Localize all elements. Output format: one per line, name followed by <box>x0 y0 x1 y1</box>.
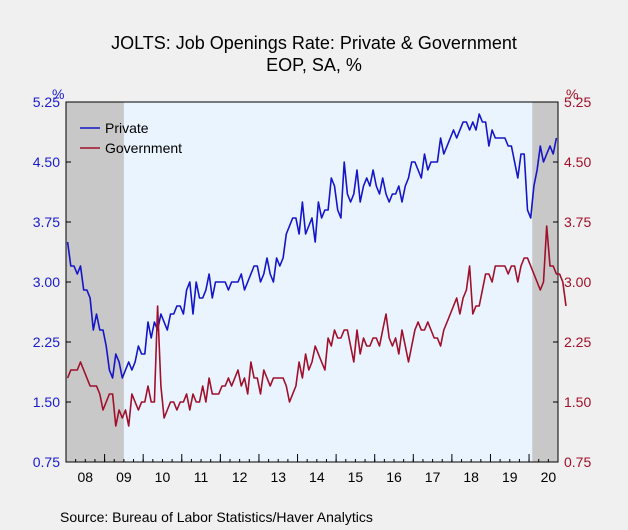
ytick-label-right: 1.50 <box>564 394 591 410</box>
ytick-label-right: 0.75 <box>564 454 591 470</box>
xtick-label: 13 <box>270 469 286 485</box>
xtick-label: 19 <box>502 469 518 485</box>
ytick-label-left: 0.75 <box>33 454 60 470</box>
ytick-label-right: 3.75 <box>564 214 591 230</box>
xtick-label: 11 <box>194 469 209 485</box>
xtick-label: 15 <box>348 469 364 485</box>
ytick-label-left: 5.25 <box>33 94 60 110</box>
ytick-label-left: 3.00 <box>33 274 60 290</box>
xtick-label: 12 <box>232 469 248 485</box>
xtick-label: 17 <box>425 469 441 485</box>
ytick-label-left: 3.75 <box>33 214 60 230</box>
source-note: Source: Bureau of Labor Statistics/Haver… <box>60 509 373 525</box>
chart-title: JOLTS: Job Openings Rate: Private & Gove… <box>111 33 517 53</box>
chart-subtitle: EOP, SA, % <box>266 55 362 75</box>
xtick-label: 08 <box>78 469 94 485</box>
ytick-label-left: 2.25 <box>33 334 60 350</box>
legend-label-private: Private <box>105 120 149 136</box>
xtick-label: 10 <box>155 469 171 485</box>
legend-label-government: Government <box>105 140 182 156</box>
xtick-label: 09 <box>116 469 132 485</box>
ytick-label-left: 4.50 <box>33 154 60 170</box>
xtick-label: 16 <box>386 469 402 485</box>
plot-area <box>66 102 558 462</box>
right-axis-unit: % <box>566 86 579 102</box>
series-line-government <box>66 225 567 427</box>
ytick-label-left: 1.50 <box>33 394 60 410</box>
left-axis-unit: % <box>52 86 65 102</box>
xtick-label: 20 <box>541 469 557 485</box>
ytick-label-right: 3.00 <box>564 274 591 290</box>
ytick-label-right: 2.25 <box>564 334 591 350</box>
series-line-private <box>66 113 558 379</box>
ytick-label-right: 5.25 <box>564 94 591 110</box>
ytick-label-right: 4.50 <box>564 154 591 170</box>
recession-band-1 <box>66 102 124 462</box>
xtick-label: 18 <box>463 469 479 485</box>
xtick-label: 14 <box>309 469 325 485</box>
